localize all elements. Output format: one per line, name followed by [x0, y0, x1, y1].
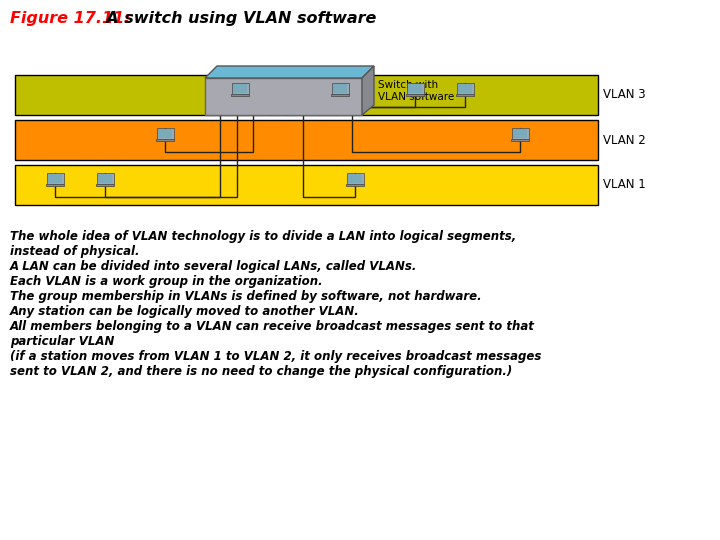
Text: The whole idea of VLAN technology is to divide a LAN into logical segments,: The whole idea of VLAN technology is to … [10, 230, 516, 243]
Bar [330, 94, 349, 96]
Bar [232, 83, 248, 94]
Bar [513, 129, 528, 138]
Bar [15, 120, 598, 160]
Bar [156, 139, 174, 141]
Polygon shape [205, 66, 374, 78]
Bar [96, 184, 114, 186]
Bar [346, 173, 364, 184]
Bar [48, 174, 63, 183]
Bar [456, 94, 474, 96]
Text: Each VLAN is a work group in the organization.: Each VLAN is a work group in the organiz… [10, 275, 323, 288]
Text: A LAN can be divided into several logical LANs, called VLANs.: A LAN can be divided into several logica… [10, 260, 418, 273]
Text: Switch with
VLAN software: Switch with VLAN software [378, 80, 454, 102]
Bar [348, 174, 362, 183]
Bar [510, 139, 529, 141]
Bar [346, 184, 364, 186]
Bar [233, 84, 248, 93]
Bar [15, 75, 598, 115]
Bar [457, 84, 472, 93]
Text: particular VLAN: particular VLAN [10, 335, 114, 348]
Polygon shape [362, 66, 374, 115]
Text: instead of physical.: instead of physical. [10, 245, 140, 258]
Bar [45, 184, 64, 186]
Bar [408, 84, 423, 93]
Bar [96, 173, 114, 184]
Bar [205, 78, 362, 115]
Text: (if a station moves from VLAN 1 to VLAN 2, it only receives broadcast messages: (if a station moves from VLAN 1 to VLAN … [10, 350, 541, 363]
Text: Any station can be logically moved to another VLAN.: Any station can be logically moved to an… [10, 305, 360, 318]
Text: All members belonging to a VLAN can receive broadcast messages sent to that: All members belonging to a VLAN can rece… [10, 320, 535, 333]
Text: VLAN 2: VLAN 2 [603, 133, 646, 146]
Bar [15, 165, 598, 205]
Text: A switch using VLAN software: A switch using VLAN software [95, 10, 377, 25]
Text: sent to VLAN 2, and there is no need to change the physical configuration.): sent to VLAN 2, and there is no need to … [10, 365, 512, 378]
Bar [97, 174, 112, 183]
Bar [333, 84, 348, 93]
Bar [456, 83, 474, 94]
Bar [156, 128, 174, 139]
Bar [230, 94, 249, 96]
Bar [158, 129, 173, 138]
Bar [405, 94, 424, 96]
Bar [47, 173, 63, 184]
Bar [407, 83, 423, 94]
Text: VLAN 3: VLAN 3 [603, 89, 646, 102]
Bar [511, 128, 528, 139]
Bar [331, 83, 348, 94]
Text: Figure 17.11:: Figure 17.11: [10, 10, 130, 25]
Text: The group membership in VLANs is defined by software, not hardware.: The group membership in VLANs is defined… [10, 290, 482, 303]
Text: VLAN 1: VLAN 1 [603, 179, 646, 192]
